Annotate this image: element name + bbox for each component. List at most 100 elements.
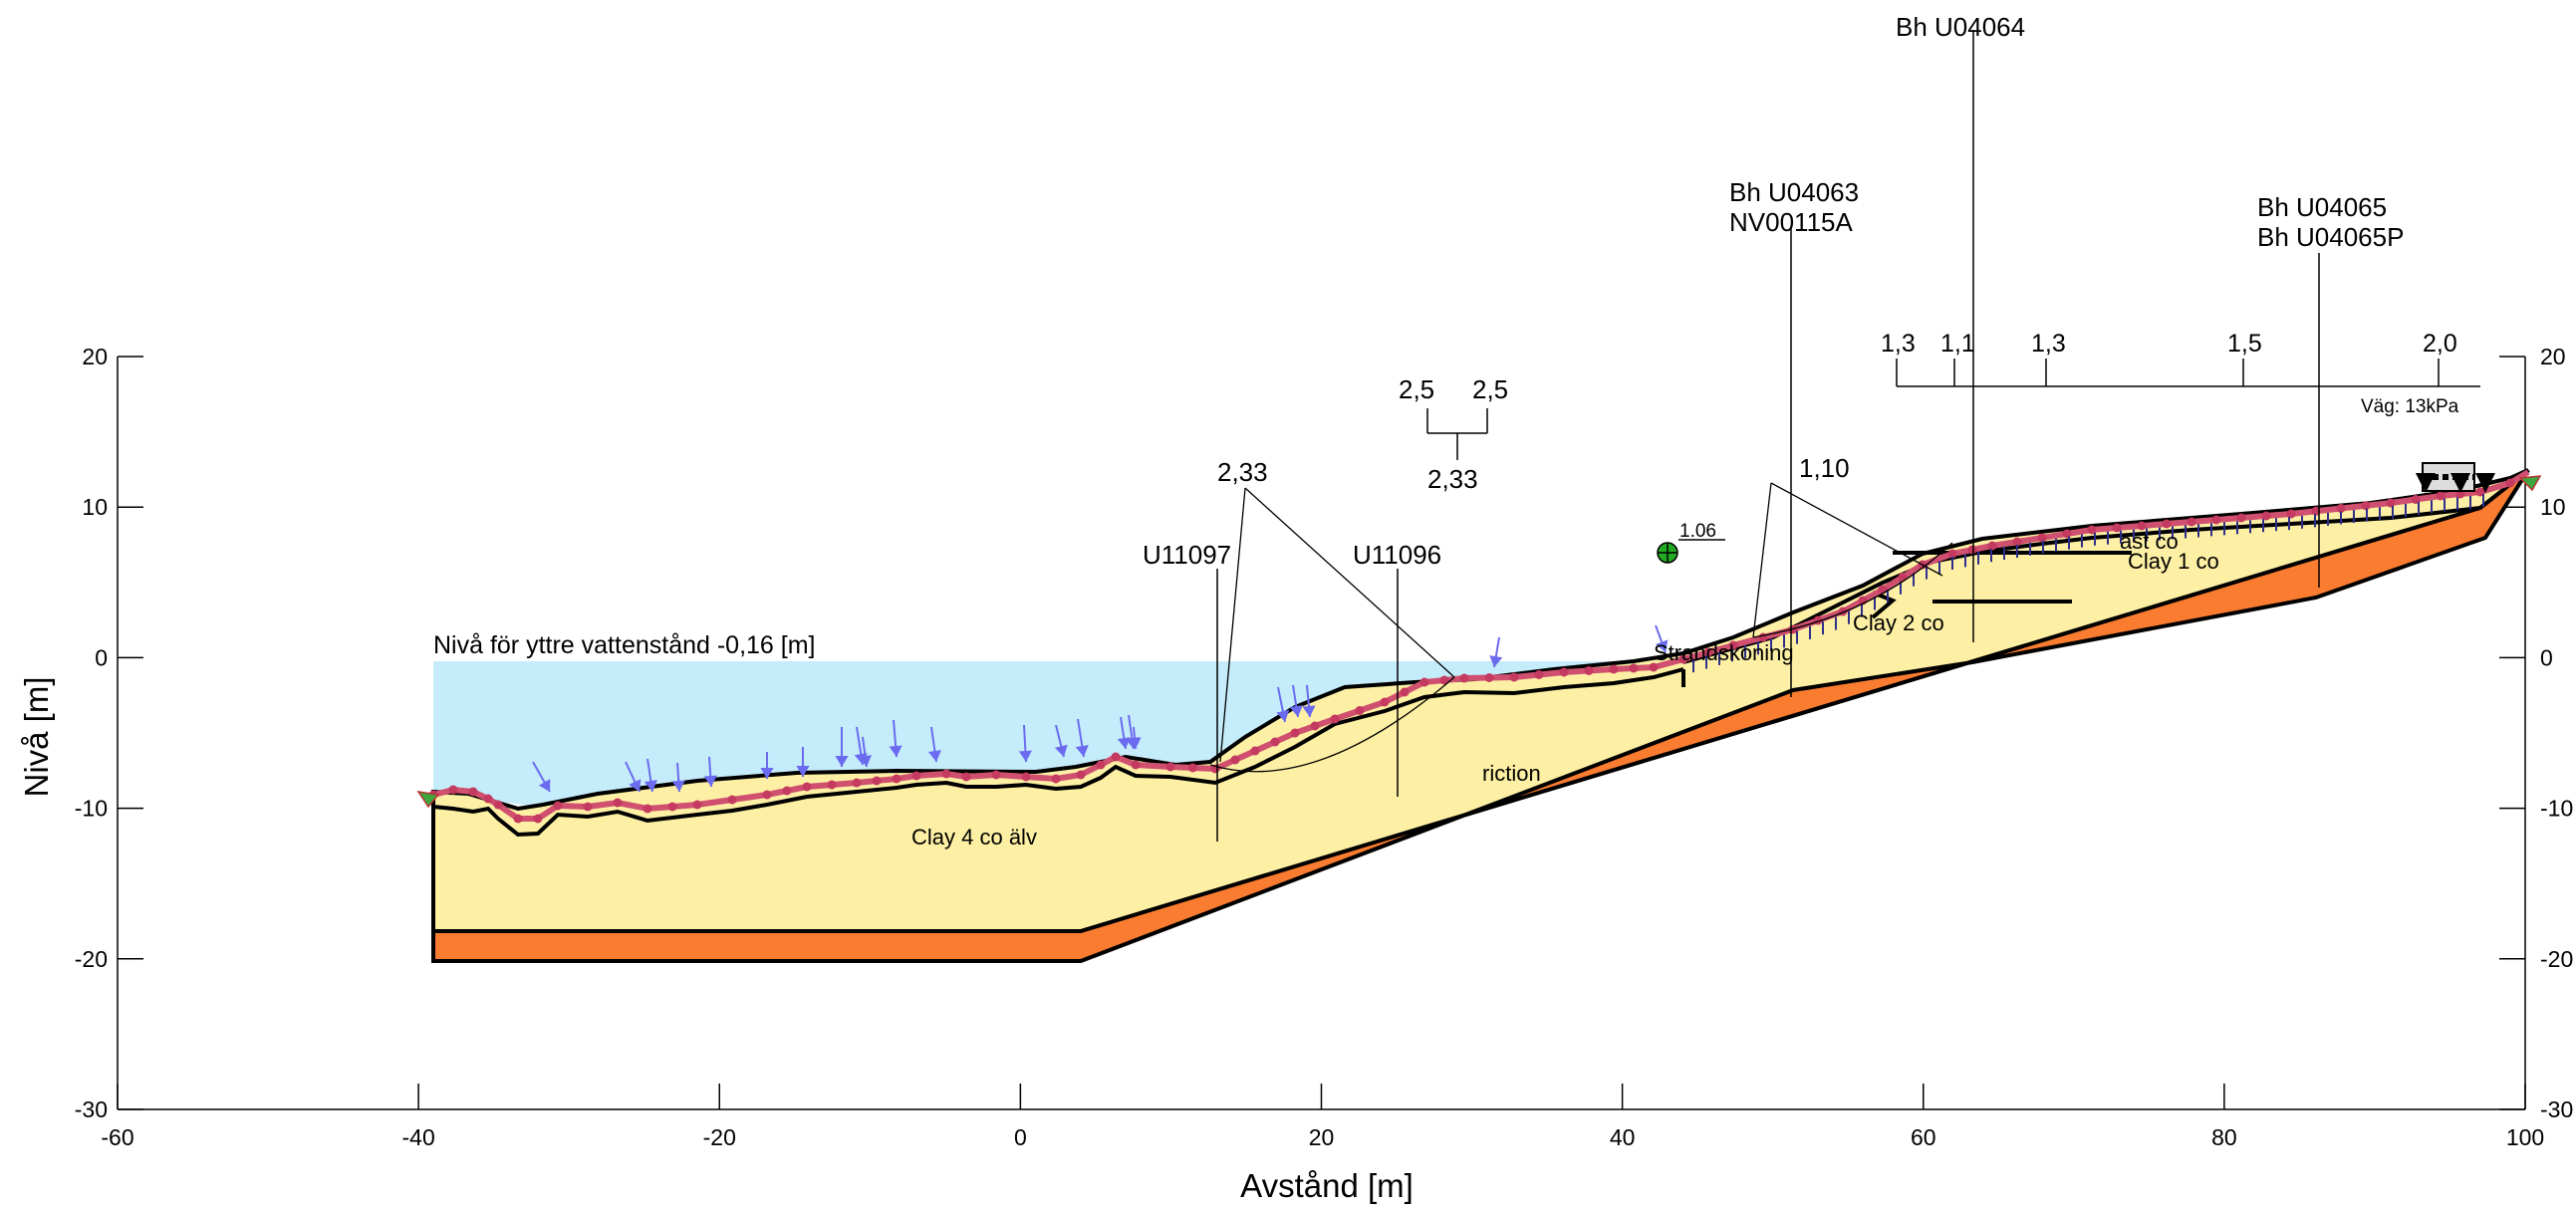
surface-point: [2187, 517, 2196, 527]
borehole-bh-u04065p: Bh U04065P: [2257, 222, 2404, 252]
surface-point: [727, 795, 737, 805]
surface-point: [1131, 760, 1141, 770]
water-level-label: Nivå för yttre vattenstånd -0,16 [m]: [433, 631, 816, 659]
x-tick-label: 100: [2506, 1124, 2544, 1150]
surface-point: [1649, 662, 1659, 672]
top-factor-1: 1,3: [1881, 330, 1916, 358]
surface-point: [2505, 478, 2515, 488]
load-arrow-head: [703, 775, 717, 787]
surface-point: [533, 814, 543, 824]
x-tick-label: 40: [1610, 1124, 1636, 1150]
x-axis-ticks: -60 -40 -20 0 20 40 60 80 100: [101, 1084, 2544, 1150]
y-tick-label-right: 20: [2540, 344, 2566, 369]
surface-point: [2286, 509, 2296, 519]
surface-point: [802, 782, 812, 792]
load-arrow-head: [644, 780, 657, 792]
borehole-bh-u04065: Bh U04065: [2257, 192, 2387, 222]
surface-point: [483, 794, 493, 804]
road-load: [2416, 462, 2495, 493]
load-arrow-head: [1655, 639, 1669, 652]
surface-point: [553, 801, 563, 811]
surface-point: [692, 800, 702, 810]
surface-point: [2037, 533, 2047, 543]
upper-slope-hatching: [1692, 494, 2484, 673]
load-arrow-head: [1489, 655, 1503, 667]
safety-factor-110: 1,10: [1799, 453, 1850, 483]
load-arrow-head: [1018, 750, 1032, 762]
surface-point: [1629, 663, 1639, 673]
y-tick-label-left: 10: [82, 494, 108, 520]
piezometer-marker: [1657, 539, 1725, 564]
surface-point: [468, 787, 478, 797]
surface-point: [1967, 545, 1977, 555]
load-arrow-head: [760, 768, 774, 779]
load-arrow-head: [1289, 705, 1303, 717]
load-arrow-head: [796, 766, 810, 777]
surface-point: [1310, 721, 1320, 731]
surface-point: [991, 770, 1001, 780]
load-arrow-head: [835, 756, 849, 767]
surface-point: [1250, 746, 1260, 756]
surface-point: [2261, 511, 2271, 521]
surface-point: [852, 778, 862, 788]
surface-point: [892, 774, 902, 784]
surface-point: [2436, 491, 2446, 501]
borehole-u11096: U11096: [1353, 540, 1441, 570]
top-factor-4: 1,5: [2227, 330, 2262, 358]
right-edge-marker: [2518, 475, 2542, 492]
surface-point: [448, 785, 458, 795]
load-arrow-head: [629, 779, 642, 792]
surface-point: [1987, 541, 1997, 551]
surface-point: [961, 772, 971, 782]
x-tick-label: 80: [2211, 1124, 2237, 1150]
load-arrow-head: [671, 780, 685, 792]
surface-point: [1703, 647, 1713, 657]
x-tick-label: 60: [1911, 1124, 1936, 1150]
surface-point: [1534, 670, 1544, 679]
safety-factor-106: 1.06: [1679, 521, 1716, 542]
surface-point: [1290, 728, 1300, 738]
surface-point: [1509, 672, 1519, 682]
surface-point: [1728, 640, 1738, 650]
surface-point: [2062, 529, 2072, 539]
surface-point: [1355, 706, 1365, 715]
load-arrow-head: [927, 750, 941, 762]
surface-point: [941, 769, 951, 779]
surface-point: [2211, 515, 2221, 525]
surface-point: [1459, 673, 1469, 683]
y-tick-label-right: -20: [2540, 946, 2573, 972]
surface-point: [2087, 525, 2097, 535]
surface-point: [1270, 737, 1280, 747]
borehole-lines: [1216, 30, 2320, 842]
y-tick-label-left: -10: [75, 796, 108, 822]
surface-point: [1584, 666, 1594, 675]
surface-point: [1230, 755, 1240, 765]
surface-point: [513, 814, 523, 824]
x-axis-title: Avstånd [m]: [1240, 1167, 1414, 1204]
surface-point: [872, 776, 882, 786]
surface-point: [2112, 523, 2122, 533]
surface-point: [1484, 673, 1494, 682]
surface-point: [493, 800, 503, 810]
load-arrow-head: [1075, 745, 1089, 757]
surface-point: [1439, 675, 1449, 685]
layer-boundaries: [432, 506, 2481, 838]
surface-point: [1400, 687, 1410, 697]
load-arrow-head: [1302, 705, 1316, 717]
safety-factor-25-a: 2,5: [1399, 374, 1434, 404]
surface-point: [1947, 549, 1957, 559]
surface-point: [1678, 654, 1688, 664]
ground-surface-points: [428, 478, 2515, 824]
material-friction: riction: [1482, 761, 1541, 786]
material-strand: Strandskoning: [1654, 640, 1794, 665]
surface-point: [2162, 519, 2172, 529]
surface-point: [1419, 677, 1429, 687]
safety-factor-233-bottom: 2,33: [1427, 464, 1478, 494]
material-clay-1: Clay 1 co: [2128, 549, 2219, 574]
surface-point: [2361, 501, 2371, 511]
surface-point: [2411, 495, 2421, 504]
top-factor-2: 1,1: [1940, 330, 1975, 358]
y-tick-label-left: -30: [75, 1096, 108, 1122]
